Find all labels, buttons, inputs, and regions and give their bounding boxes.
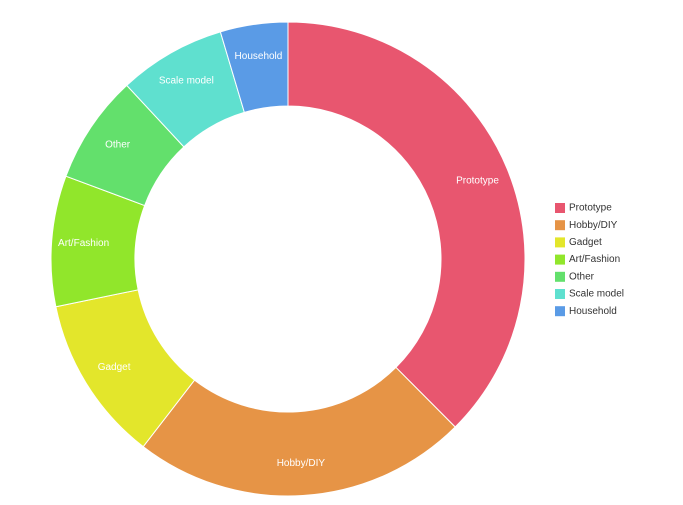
slice-label: Other — [105, 140, 131, 151]
legend-label: Scale model — [569, 289, 624, 300]
legend-swatch — [555, 254, 565, 265]
slice — [287, 21, 526, 428]
legend-swatch — [555, 237, 565, 248]
slice-label: Hobby/DIY — [277, 458, 326, 469]
slice-label: Gadget — [98, 362, 131, 373]
legend-label: Prototype — [569, 203, 612, 214]
legend-swatch — [555, 306, 565, 317]
slice-label: Prototype — [456, 175, 499, 186]
legend-label: Household — [569, 306, 617, 317]
slice-label: Scale model — [159, 76, 214, 87]
legend-swatch — [555, 203, 565, 213]
slice — [219, 21, 289, 113]
slice-label: Household — [235, 51, 283, 62]
legend-label: Other — [569, 271, 595, 282]
slice-label: Art/Fashion — [58, 238, 109, 249]
legend-label: Hobby/DIY — [569, 220, 618, 231]
legend-swatch — [555, 289, 565, 299]
legend-label: Art/Fashion — [569, 254, 620, 265]
legend-swatch — [555, 271, 565, 282]
legend-swatch — [555, 220, 565, 231]
slice — [142, 366, 456, 497]
legend-label: Gadget — [569, 237, 602, 248]
